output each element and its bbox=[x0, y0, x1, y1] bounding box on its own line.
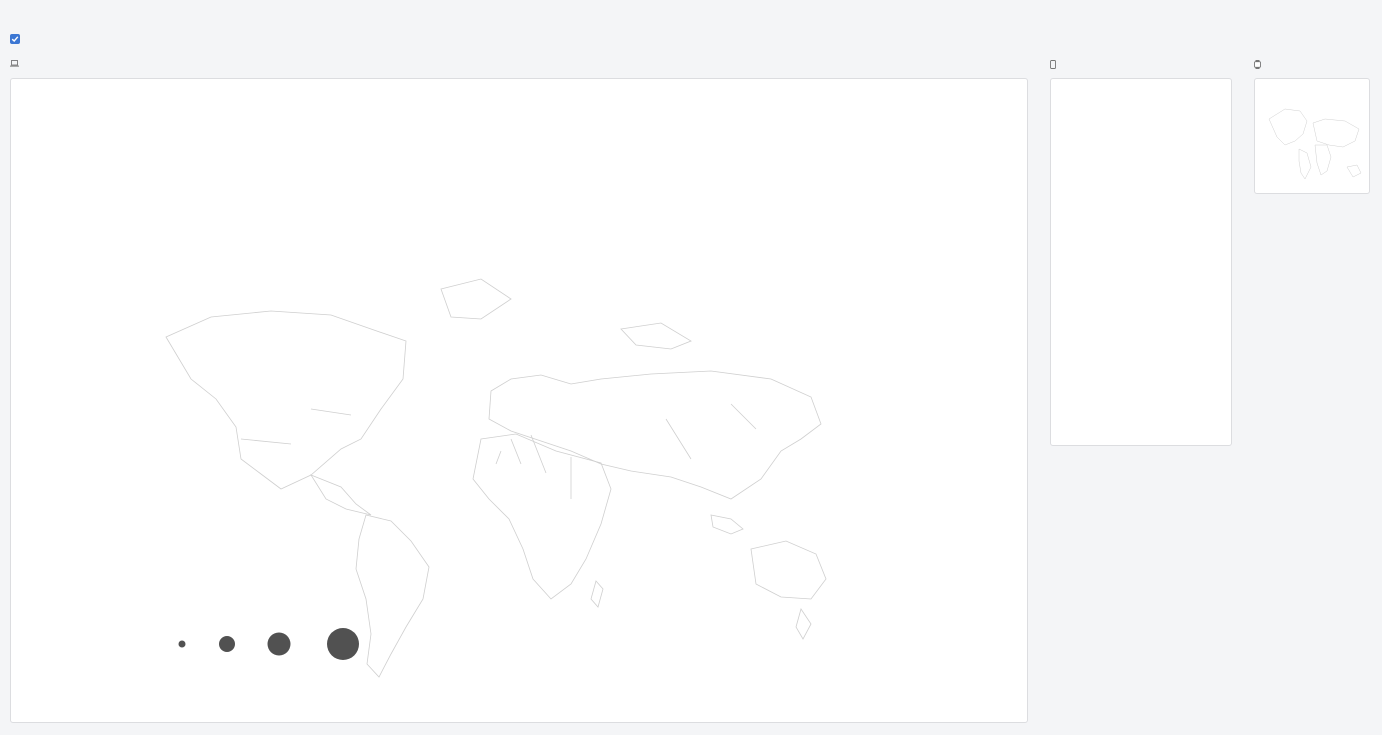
desktop-frame-label bbox=[10, 60, 22, 67]
watch-preview-frame bbox=[1254, 78, 1370, 194]
phone-frame-label bbox=[1050, 60, 1059, 69]
size-legend bbox=[178, 628, 359, 660]
spill-bar-chart bbox=[1051, 79, 1231, 445]
checkbox-checked-icon[interactable] bbox=[10, 34, 20, 44]
world-basemap bbox=[165, 278, 827, 678]
watch-frame-label bbox=[1254, 60, 1264, 69]
phone-icon bbox=[1050, 60, 1056, 69]
legend-bubble-100000 bbox=[267, 632, 291, 656]
watch-icon bbox=[1254, 60, 1261, 69]
legend-bubble-200000 bbox=[327, 628, 359, 660]
spill-map bbox=[165, 278, 827, 678]
ppi-rescaled-toggle[interactable] bbox=[10, 34, 25, 44]
phone-preview-frame bbox=[1050, 78, 1232, 446]
legend-bubble-50000 bbox=[219, 636, 235, 652]
legend-bubble-10000 bbox=[178, 640, 186, 648]
laptop-icon bbox=[10, 60, 19, 67]
desktop-preview-frame bbox=[10, 78, 1028, 723]
watch-basemap bbox=[1268, 108, 1362, 180]
watch-spill-map bbox=[1268, 108, 1362, 180]
